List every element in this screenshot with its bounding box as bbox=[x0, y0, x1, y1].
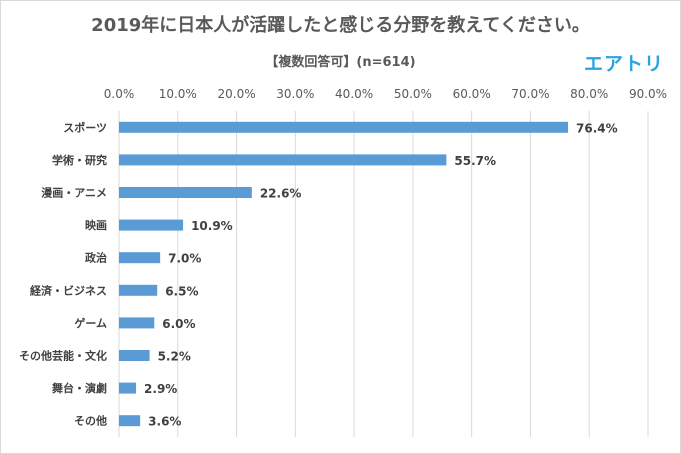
x-tick-label: 40.0% bbox=[335, 87, 373, 101]
data-label: 22.6% bbox=[260, 187, 302, 201]
x-tick-label: 30.0% bbox=[276, 87, 314, 101]
brand-logo: エアトリ bbox=[583, 53, 664, 75]
bar bbox=[119, 121, 569, 133]
data-label: 55.7% bbox=[454, 154, 496, 168]
x-tick-label: 10.0% bbox=[159, 87, 197, 101]
category-label: 経済・ビジネス bbox=[30, 283, 107, 297]
category-label: 映画 bbox=[85, 218, 107, 232]
data-label: 6.0% bbox=[162, 317, 195, 331]
category-label: スポーツ bbox=[63, 120, 107, 134]
x-tick-label: 70.0% bbox=[511, 87, 549, 101]
bar bbox=[119, 154, 447, 166]
x-tick-label: 50.0% bbox=[394, 87, 432, 101]
x-tick-label: 60.0% bbox=[453, 87, 491, 101]
bar bbox=[119, 187, 252, 198]
bar bbox=[119, 284, 158, 296]
category-label: その他芸能・文化 bbox=[19, 349, 107, 363]
category-label: 政治 bbox=[85, 251, 107, 265]
x-tick-label: 80.0% bbox=[570, 87, 608, 101]
bar bbox=[119, 382, 137, 394]
x-tick-label: 0.0% bbox=[104, 87, 135, 101]
data-label: 10.9% bbox=[191, 219, 233, 233]
bar bbox=[119, 415, 141, 427]
category-label: その他 bbox=[74, 414, 107, 428]
bar bbox=[119, 317, 155, 329]
data-label: 6.5% bbox=[165, 284, 198, 298]
category-label: 舞台・演劇 bbox=[52, 381, 107, 395]
x-tick-label: 20.0% bbox=[217, 87, 255, 101]
category-label: 学術・研究 bbox=[52, 153, 107, 167]
data-label: 76.4% bbox=[576, 121, 618, 135]
category-label: 漫画・アニメ bbox=[41, 186, 107, 200]
chart-subtitle: 【複数回答可】(n=614) bbox=[265, 55, 416, 70]
x-tick-label: 90.0% bbox=[629, 87, 667, 101]
data-label: 7.0% bbox=[168, 252, 201, 266]
bar bbox=[119, 350, 150, 361]
data-label: 3.6% bbox=[148, 415, 181, 429]
bar bbox=[119, 252, 161, 264]
category-label: ゲーム bbox=[74, 316, 107, 330]
data-label: 5.2% bbox=[158, 350, 191, 364]
data-label: 2.9% bbox=[144, 382, 177, 396]
chart-title: 2019年に日本人が活躍したと感じる分野を教えてください。 bbox=[91, 15, 590, 36]
bar bbox=[119, 219, 184, 231]
